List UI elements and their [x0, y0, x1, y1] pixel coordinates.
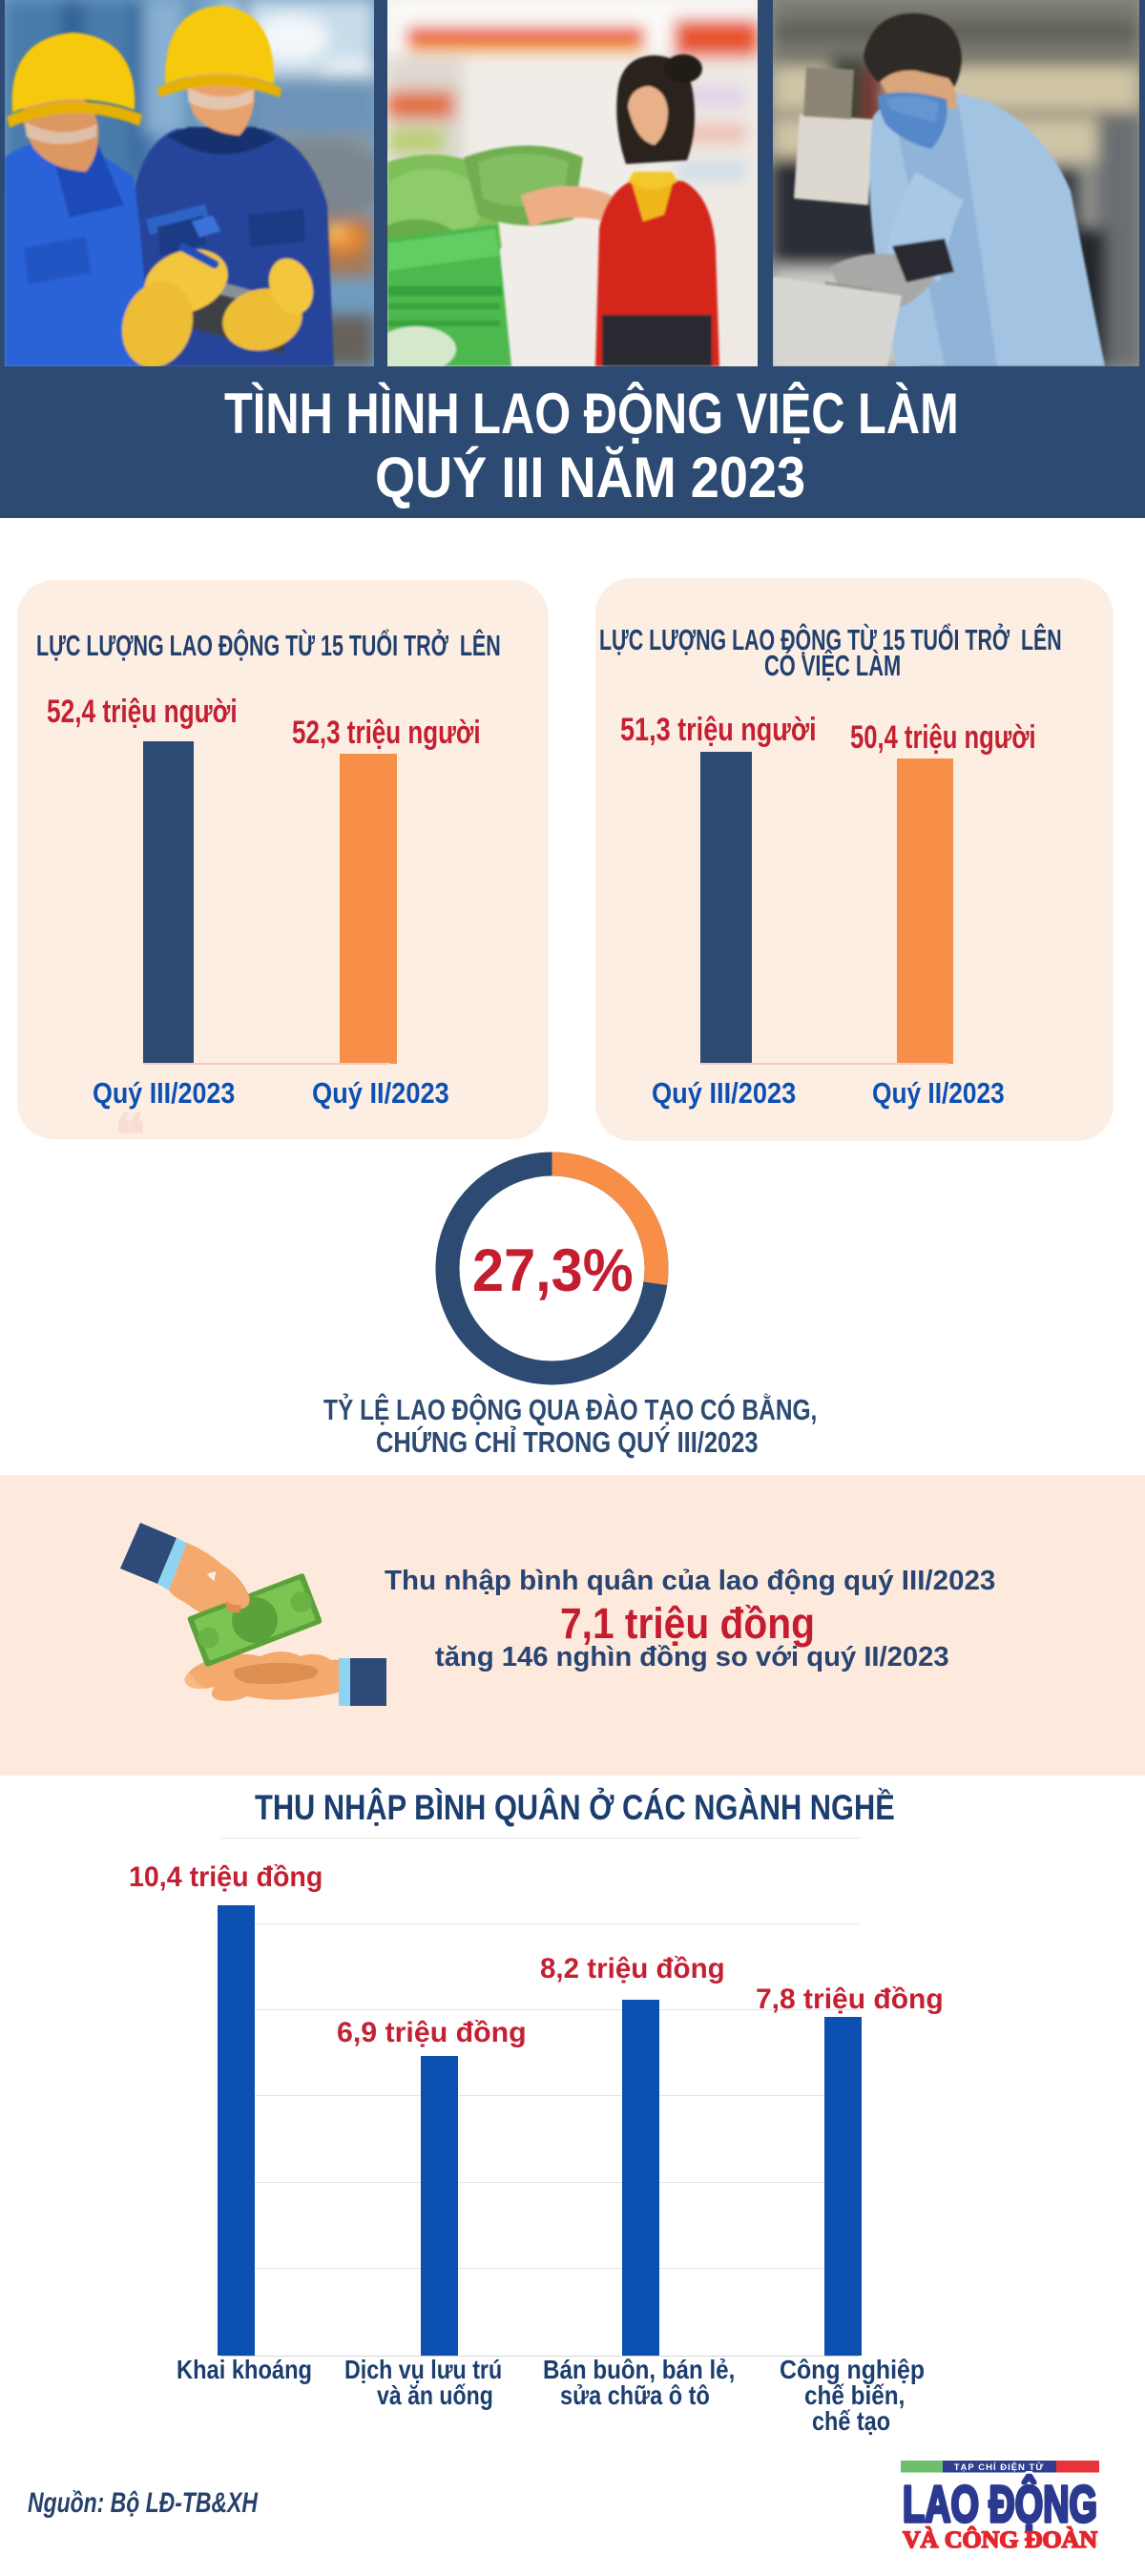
svg-text:TẠP CHÍ ĐIỆN TỬ: TẠP CHÍ ĐIỆN TỬ	[954, 2462, 1045, 2473]
svg-text:VÀ CÔNG ĐOÀN: VÀ CÔNG ĐOÀN	[903, 2525, 1097, 2551]
svg-text:LAO ĐỘNG: LAO ĐỘNG	[903, 2475, 1097, 2533]
svg-text:LAO ĐỘNG: LAO ĐỘNG	[903, 2475, 1097, 2533]
